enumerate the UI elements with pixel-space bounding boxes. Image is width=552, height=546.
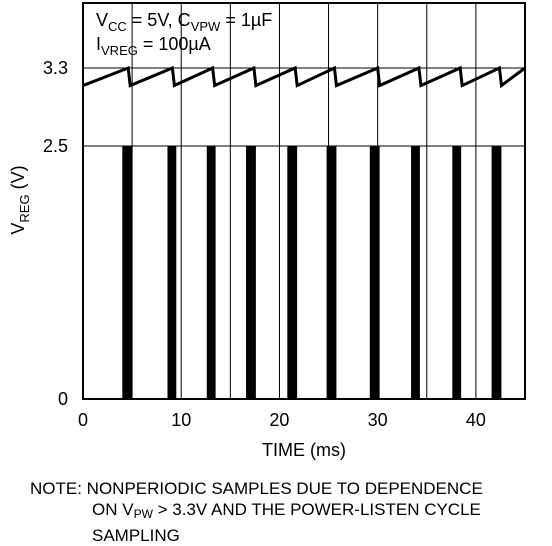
y-tick-labels: 0 2.5 3.3 bbox=[43, 58, 68, 409]
x-axis-label: TIME (ms) bbox=[262, 440, 346, 460]
x-tick-label: 20 bbox=[269, 410, 289, 430]
annotation-line2: IVREG = 100µA bbox=[96, 34, 211, 58]
y-tick-label: 2.5 bbox=[43, 136, 68, 156]
footnote-line1: NOTE: NONPERIODIC SAMPLES DUE TO DEPENDE… bbox=[30, 479, 483, 498]
sample-pulse bbox=[246, 146, 256, 399]
sample-pulse bbox=[369, 146, 380, 399]
x-tick-label: 0 bbox=[78, 410, 88, 430]
sample-pulse bbox=[122, 146, 133, 399]
sample-pulse bbox=[452, 146, 462, 399]
x-tick-label: 30 bbox=[368, 410, 388, 430]
sample-pulse bbox=[326, 146, 337, 399]
x-tick-label: 40 bbox=[466, 410, 486, 430]
y-axis-label: VREG (V) bbox=[8, 165, 32, 234]
sample-pulse bbox=[167, 146, 177, 399]
x-tick-label: 10 bbox=[171, 410, 191, 430]
chart-svg: 0 10 20 30 40 0 2.5 3.3 VCC = 5V, CVPW = 1µF I… bbox=[8, 2, 526, 460]
y-tick-label: 3.3 bbox=[43, 58, 68, 78]
plot-frame bbox=[82, 2, 526, 400]
annotation-line1: VCC = 5V, CVPW = 1µF bbox=[96, 10, 272, 34]
sample-pulses bbox=[122, 146, 502, 399]
sample-pulse bbox=[206, 146, 216, 399]
sawtooth-series bbox=[82, 65, 526, 89]
footnote: NOTE: NONPERIODIC SAMPLES DUE TO DEPENDE… bbox=[30, 478, 483, 546]
sample-pulse bbox=[287, 146, 298, 399]
footnote-line3: SAMPLING bbox=[92, 526, 180, 545]
sample-pulse bbox=[411, 146, 420, 399]
footnote-line2: ON VPW > 3.3V AND THE POWER-LISTEN CYCLE bbox=[92, 500, 481, 521]
y-tick-label: 0 bbox=[58, 389, 68, 409]
sample-pulse bbox=[491, 146, 502, 399]
x-tick-labels: 0 10 20 30 40 bbox=[78, 410, 486, 430]
